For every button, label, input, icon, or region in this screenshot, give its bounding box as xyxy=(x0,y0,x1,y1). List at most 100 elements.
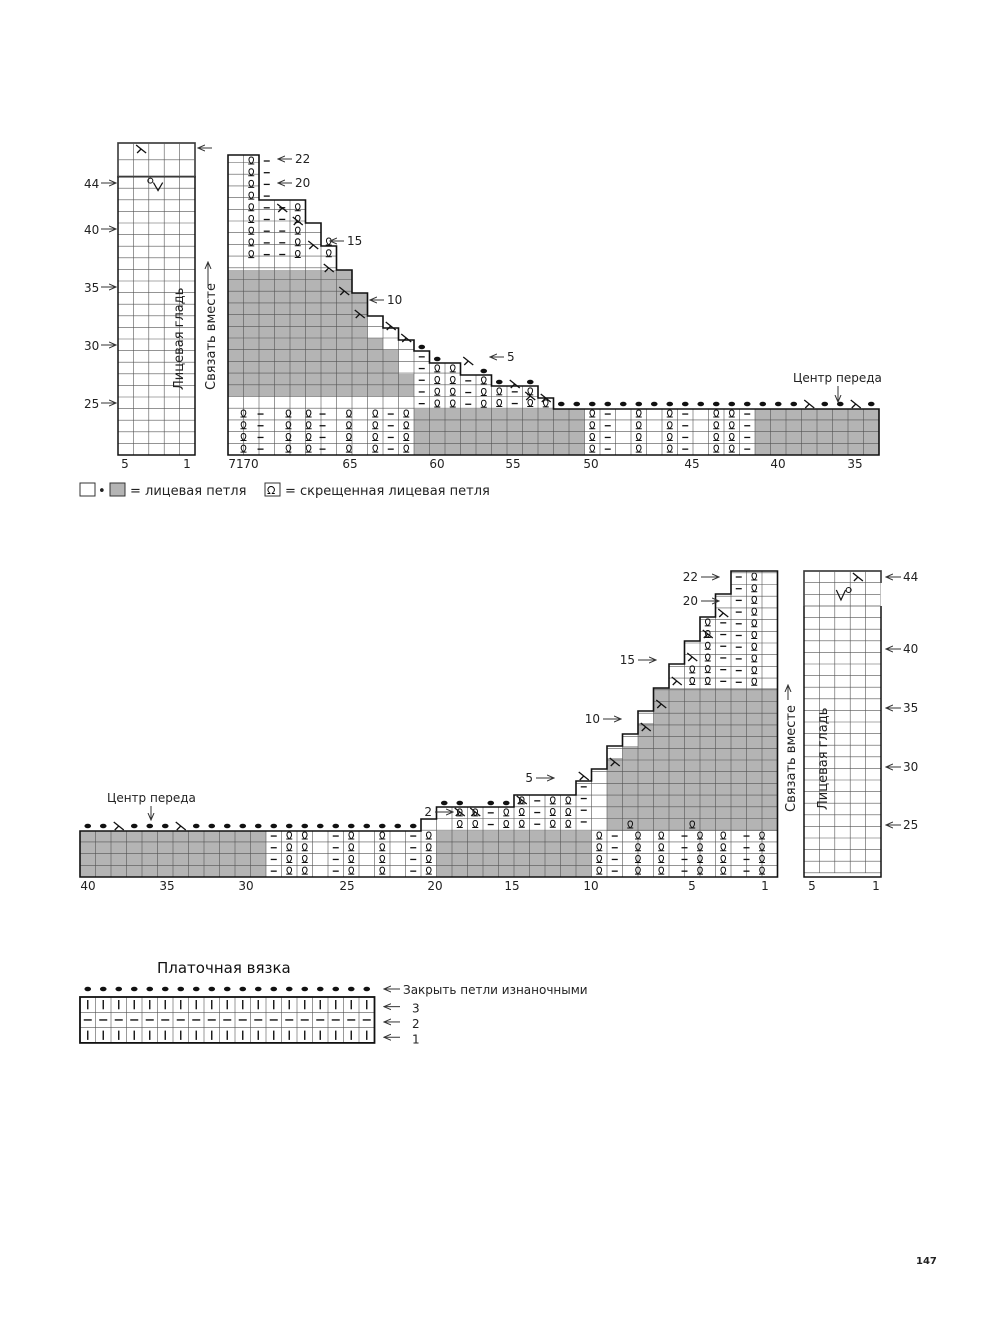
twisted-knit-symbol xyxy=(301,866,308,875)
decrease-symbol xyxy=(509,379,521,389)
twisted-knit-symbol xyxy=(751,619,758,628)
bind-off-symbol xyxy=(316,986,324,992)
twisted-knit-symbol xyxy=(294,249,301,258)
bind-off-symbol xyxy=(418,344,426,350)
bind-off-symbol xyxy=(666,401,674,407)
bind-off-symbol xyxy=(146,986,154,992)
legend-knit-white-swatch xyxy=(79,482,96,497)
decrease-symbol xyxy=(640,722,652,732)
bind-off-symbol xyxy=(347,986,355,992)
bind-off-symbol xyxy=(208,986,216,992)
chart1-main-col-label: 70 xyxy=(243,457,258,471)
chart1-main-labels: 22 20 15 10 5 71 70 65 60 55 50 45 40 35 xyxy=(228,152,862,471)
chart1-main-col-label: 45 xyxy=(684,457,699,471)
twisted-knit-symbol xyxy=(549,796,556,805)
bind-off-symbol xyxy=(84,823,92,829)
chart1-main-row-label: 15 xyxy=(347,234,362,248)
decrease-symbol xyxy=(276,203,288,213)
twisted-knit-symbol xyxy=(248,156,255,165)
garter-row-labels: 321 xyxy=(384,1002,420,1046)
twisted-knit-symbol xyxy=(689,677,696,686)
chart1-main-col-label: 35 xyxy=(847,457,862,471)
twisted-knit-symbol xyxy=(549,808,556,817)
legend-twisted-symbol: ᘯ xyxy=(267,484,275,497)
chart1-left-grid xyxy=(117,142,196,456)
chart2-main-col-label: 1 xyxy=(761,879,769,893)
garter-bindoff-label: Закрыть петли изнаночными xyxy=(403,983,588,997)
twisted-knit-symbol xyxy=(248,226,255,235)
bind-off-symbol xyxy=(239,823,247,829)
chart2-main-col-label: 20 xyxy=(427,879,442,893)
bind-off-symbol xyxy=(270,986,278,992)
twisted-knit-symbol xyxy=(697,866,703,875)
bind-off-symbol xyxy=(821,401,829,407)
bind-off-symbol xyxy=(433,356,441,362)
chart1-left-row-labels: 44 40 35 30 25 5 1 xyxy=(84,177,191,471)
bind-off-symbol xyxy=(728,401,736,407)
chart2-main-row-label: 15 xyxy=(620,653,635,667)
chart2-right-row-label: 30 xyxy=(903,760,918,774)
bind-off-symbol xyxy=(130,986,138,992)
bind-off-symbol xyxy=(526,379,534,385)
bind-off-symbol xyxy=(146,823,154,829)
decrease-symbol xyxy=(354,309,366,319)
twisted-knit-symbol xyxy=(689,820,696,829)
chart2-right-row-label: 44 xyxy=(903,570,918,584)
chart2-main-grid xyxy=(79,570,779,878)
twisted-knit-symbol xyxy=(248,191,255,200)
twisted-knit-symbol xyxy=(285,432,292,441)
twisted-knit-symbol xyxy=(596,843,603,852)
twisted-knit-symbol xyxy=(635,843,641,852)
bind-off-symbol xyxy=(99,986,107,992)
twisted-knit-symbol xyxy=(759,843,765,852)
chart2-main-col-label: 15 xyxy=(504,879,519,893)
garter-row-label: 2 xyxy=(412,1017,420,1031)
twisted-knit-symbol xyxy=(379,831,386,840)
bind-off-symbol xyxy=(285,986,293,992)
twisted-knit-symbol xyxy=(704,641,711,650)
bind-off-symbol xyxy=(378,823,386,829)
twisted-knit-symbol xyxy=(720,854,727,863)
twisted-knit-symbol xyxy=(589,421,596,430)
twisted-knit-symbol xyxy=(728,421,735,430)
decrease-symbol xyxy=(292,216,304,226)
chart1-main-row-label: 20 xyxy=(295,176,310,190)
chart1-main-col-label: 71 xyxy=(228,457,243,471)
twisted-knit-symbol xyxy=(658,854,665,863)
twisted-knit-symbol xyxy=(720,866,727,875)
twisted-knit-symbol xyxy=(596,831,603,840)
twisted-knit-symbol xyxy=(704,630,711,639)
twisted-knit-symbol xyxy=(248,203,255,212)
twisted-knit-symbol xyxy=(635,444,642,453)
legend-knit-text: = лицевая петля xyxy=(130,484,246,499)
chart2-main-labels: 22 20 15 10 5 2 40 35 30 25 20 15 10 5 1 xyxy=(80,570,768,893)
bind-off-symbol xyxy=(192,823,200,829)
bind-off-symbol xyxy=(177,986,185,992)
chart1-main-col-label: 65 xyxy=(342,457,357,471)
twisted-knit-symbol xyxy=(379,854,386,863)
decrease-symbol xyxy=(609,757,621,767)
twisted-knit-symbol xyxy=(697,831,703,840)
chart1-main-col-label: 50 xyxy=(583,457,598,471)
bind-off-symbol xyxy=(223,986,231,992)
bind-off-symbol xyxy=(316,823,324,829)
bind-off-symbol xyxy=(774,401,782,407)
twisted-knit-symbol xyxy=(751,572,758,581)
twisted-knit-symbol xyxy=(565,819,572,828)
twisted-knit-symbol xyxy=(704,665,711,674)
twisted-knit-symbol xyxy=(527,399,534,408)
twisted-knit-symbol xyxy=(759,831,765,840)
twisted-knit-symbol xyxy=(635,831,641,840)
chart1-main-row-label: 22 xyxy=(295,152,310,166)
chart1-main-row-label: 5 xyxy=(507,350,515,364)
twisted-knit-symbol xyxy=(627,820,634,829)
twisted-knit-symbol xyxy=(713,409,720,418)
bind-off-symbol xyxy=(759,401,767,407)
twisted-knit-symbol xyxy=(285,409,292,418)
bind-off-symbol xyxy=(223,823,231,829)
bind-off-symbol xyxy=(480,368,488,374)
bind-off-symbol xyxy=(681,401,689,407)
twisted-knit-symbol xyxy=(449,387,456,396)
chart1-center-front-label: Центр переда xyxy=(793,371,882,385)
